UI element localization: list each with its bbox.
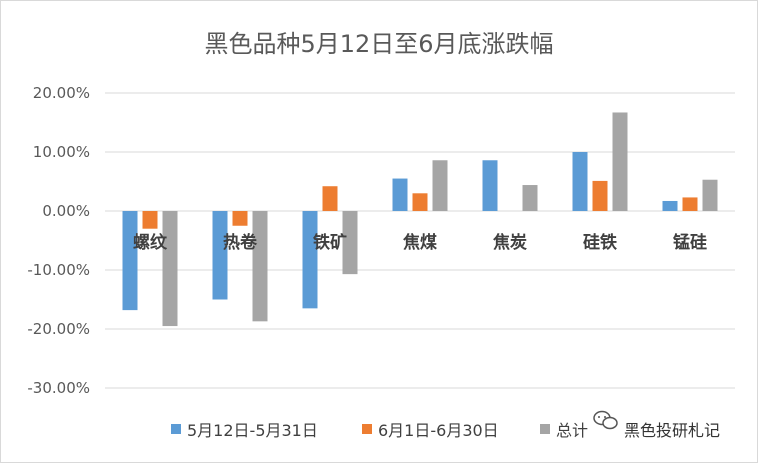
chart-title: 黑色品种5月12日至6月底涨跌幅: [204, 30, 553, 58]
legend-label: 总计: [556, 421, 588, 440]
bar-1-6: [572, 152, 588, 211]
bar-1-5: [482, 160, 498, 211]
legend-swatch: [362, 424, 372, 434]
y-tick-label: 20.00%: [33, 84, 90, 102]
y-tick-label: 0.00%: [42, 202, 90, 220]
y-tick-label: -30.00%: [27, 379, 90, 397]
category-label: 螺纹: [133, 232, 168, 253]
category-label: 热卷: [223, 232, 258, 253]
watermark-text: 黑色投研札记: [624, 421, 720, 440]
y-tick-label: -10.00%: [27, 261, 90, 279]
bar-3-1: [162, 211, 178, 327]
category-label: 焦煤: [402, 232, 437, 253]
watermark: 黑色投研札记: [593, 410, 720, 440]
category-label: 硅铁: [583, 232, 617, 253]
category-label: 焦炭: [492, 232, 527, 253]
legend-label: 6月1日-6月30日: [378, 421, 499, 440]
bar-3-7: [702, 179, 718, 211]
bar-2-6: [592, 180, 608, 211]
bar-2-2: [232, 211, 248, 226]
y-tick-label: 10.00%: [33, 143, 90, 161]
bar-1-4: [392, 178, 408, 211]
legend-swatch: [171, 424, 181, 434]
bar-1-3: [302, 211, 318, 309]
legend-swatch: [540, 424, 550, 434]
bar-1-2: [212, 211, 228, 300]
y-tick-label: -20.00%: [27, 320, 90, 338]
bar-3-5: [522, 185, 538, 211]
category-label: 铁矿: [313, 232, 347, 253]
bar-3-3: [342, 211, 358, 275]
bar-3-2: [252, 211, 268, 322]
bar-2-1: [142, 211, 158, 229]
legend-label: 5月12日-5月31日: [187, 421, 318, 440]
bar-3-4: [432, 160, 448, 211]
bar-1-1: [122, 211, 138, 311]
bar-2-3: [322, 186, 338, 211]
bar-1-7: [662, 200, 678, 211]
bar-2-4: [412, 193, 428, 211]
bar-2-7: [682, 197, 698, 211]
bar-3-6: [612, 112, 628, 211]
category-label: 锰硅: [673, 232, 707, 253]
wechat-icon: [593, 410, 618, 430]
